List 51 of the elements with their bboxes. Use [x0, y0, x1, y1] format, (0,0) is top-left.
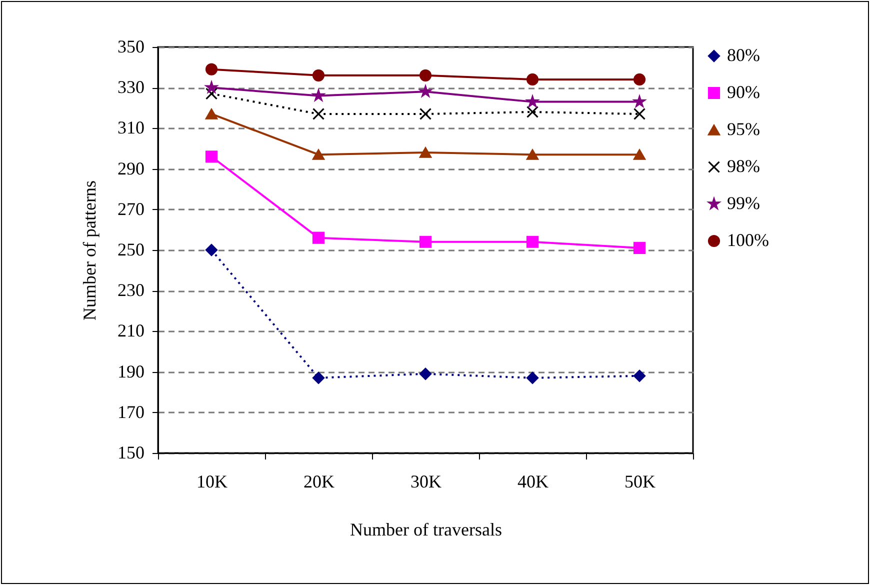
point: [205, 244, 218, 256]
y-tick-label: 310: [118, 118, 144, 138]
point: [526, 236, 539, 248]
point: [526, 149, 539, 160]
legend-label: 99%: [727, 193, 760, 213]
legend-label: 98%: [727, 156, 760, 176]
legend-label: 95%: [727, 119, 760, 139]
point: [526, 73, 539, 86]
y-tick-label: 330: [118, 77, 144, 98]
x-tick-label: 30K: [410, 472, 442, 492]
y-tick-label: 150: [118, 442, 144, 462]
y-tick-label: 250: [118, 240, 144, 260]
x-axis-title: Number of traversals: [350, 520, 502, 540]
point: [205, 108, 218, 120]
x-tick-label: 20K: [304, 472, 334, 492]
point: [419, 236, 432, 248]
legend-label: 100%: [727, 230, 769, 250]
y-tick-label: 350: [118, 36, 144, 56]
point: [205, 150, 218, 163]
point: [205, 88, 218, 100]
point: [419, 368, 432, 380]
y-tick-label: 270: [118, 198, 144, 219]
point: [419, 69, 432, 82]
point: [312, 232, 325, 244]
x-tick-label: 10K: [196, 472, 228, 492]
point: [312, 372, 325, 384]
x-tick-label: 40K: [518, 472, 548, 492]
y-tick-label: 290: [118, 158, 144, 178]
point: [526, 96, 538, 107]
legend-label: 90%: [727, 82, 760, 102]
point: [633, 149, 646, 160]
point: [419, 108, 432, 120]
point: [634, 96, 646, 107]
y-tick-label: 190: [118, 361, 144, 382]
point: [312, 108, 325, 120]
point: [526, 106, 539, 118]
point: [312, 69, 325, 82]
y-tick-label: 170: [118, 402, 144, 422]
legend-label: 80%: [727, 45, 760, 65]
point: [312, 149, 325, 160]
x-tick-label: 50K: [624, 472, 656, 492]
y-tick-label: 210: [118, 320, 144, 341]
point: [633, 73, 646, 86]
point: [205, 63, 218, 76]
point: [526, 372, 539, 384]
point: [633, 242, 646, 254]
y-tick-label: 230: [118, 280, 144, 300]
y-axis-title: Number of patterns: [80, 180, 100, 320]
point: [419, 147, 432, 158]
point: [633, 370, 646, 382]
point: [633, 108, 646, 120]
